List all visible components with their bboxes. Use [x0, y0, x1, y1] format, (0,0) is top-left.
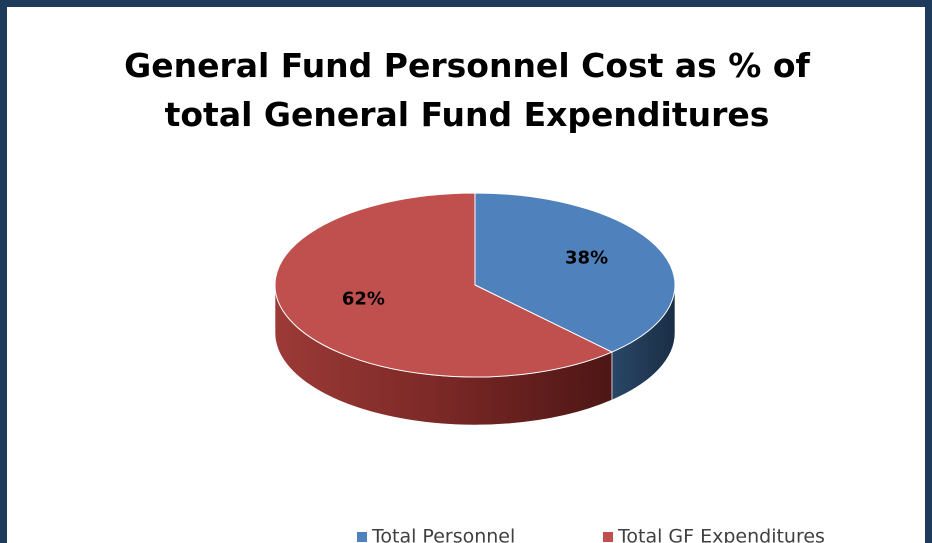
pie-slice	[274, 192, 614, 378]
pie-slice	[474, 192, 676, 353]
chart-title: total General Fund Expenditures	[165, 95, 770, 134]
legend-label: Total Personnel	[371, 526, 515, 543]
legend-label: Total GF Expenditures	[617, 526, 825, 543]
legend-swatch	[603, 532, 613, 542]
data-label: 38%	[565, 248, 608, 269]
chart-title: General Fund Personnel Cost as % of	[124, 46, 810, 85]
legend-swatch	[357, 532, 367, 542]
data-label: 62%	[342, 288, 385, 309]
